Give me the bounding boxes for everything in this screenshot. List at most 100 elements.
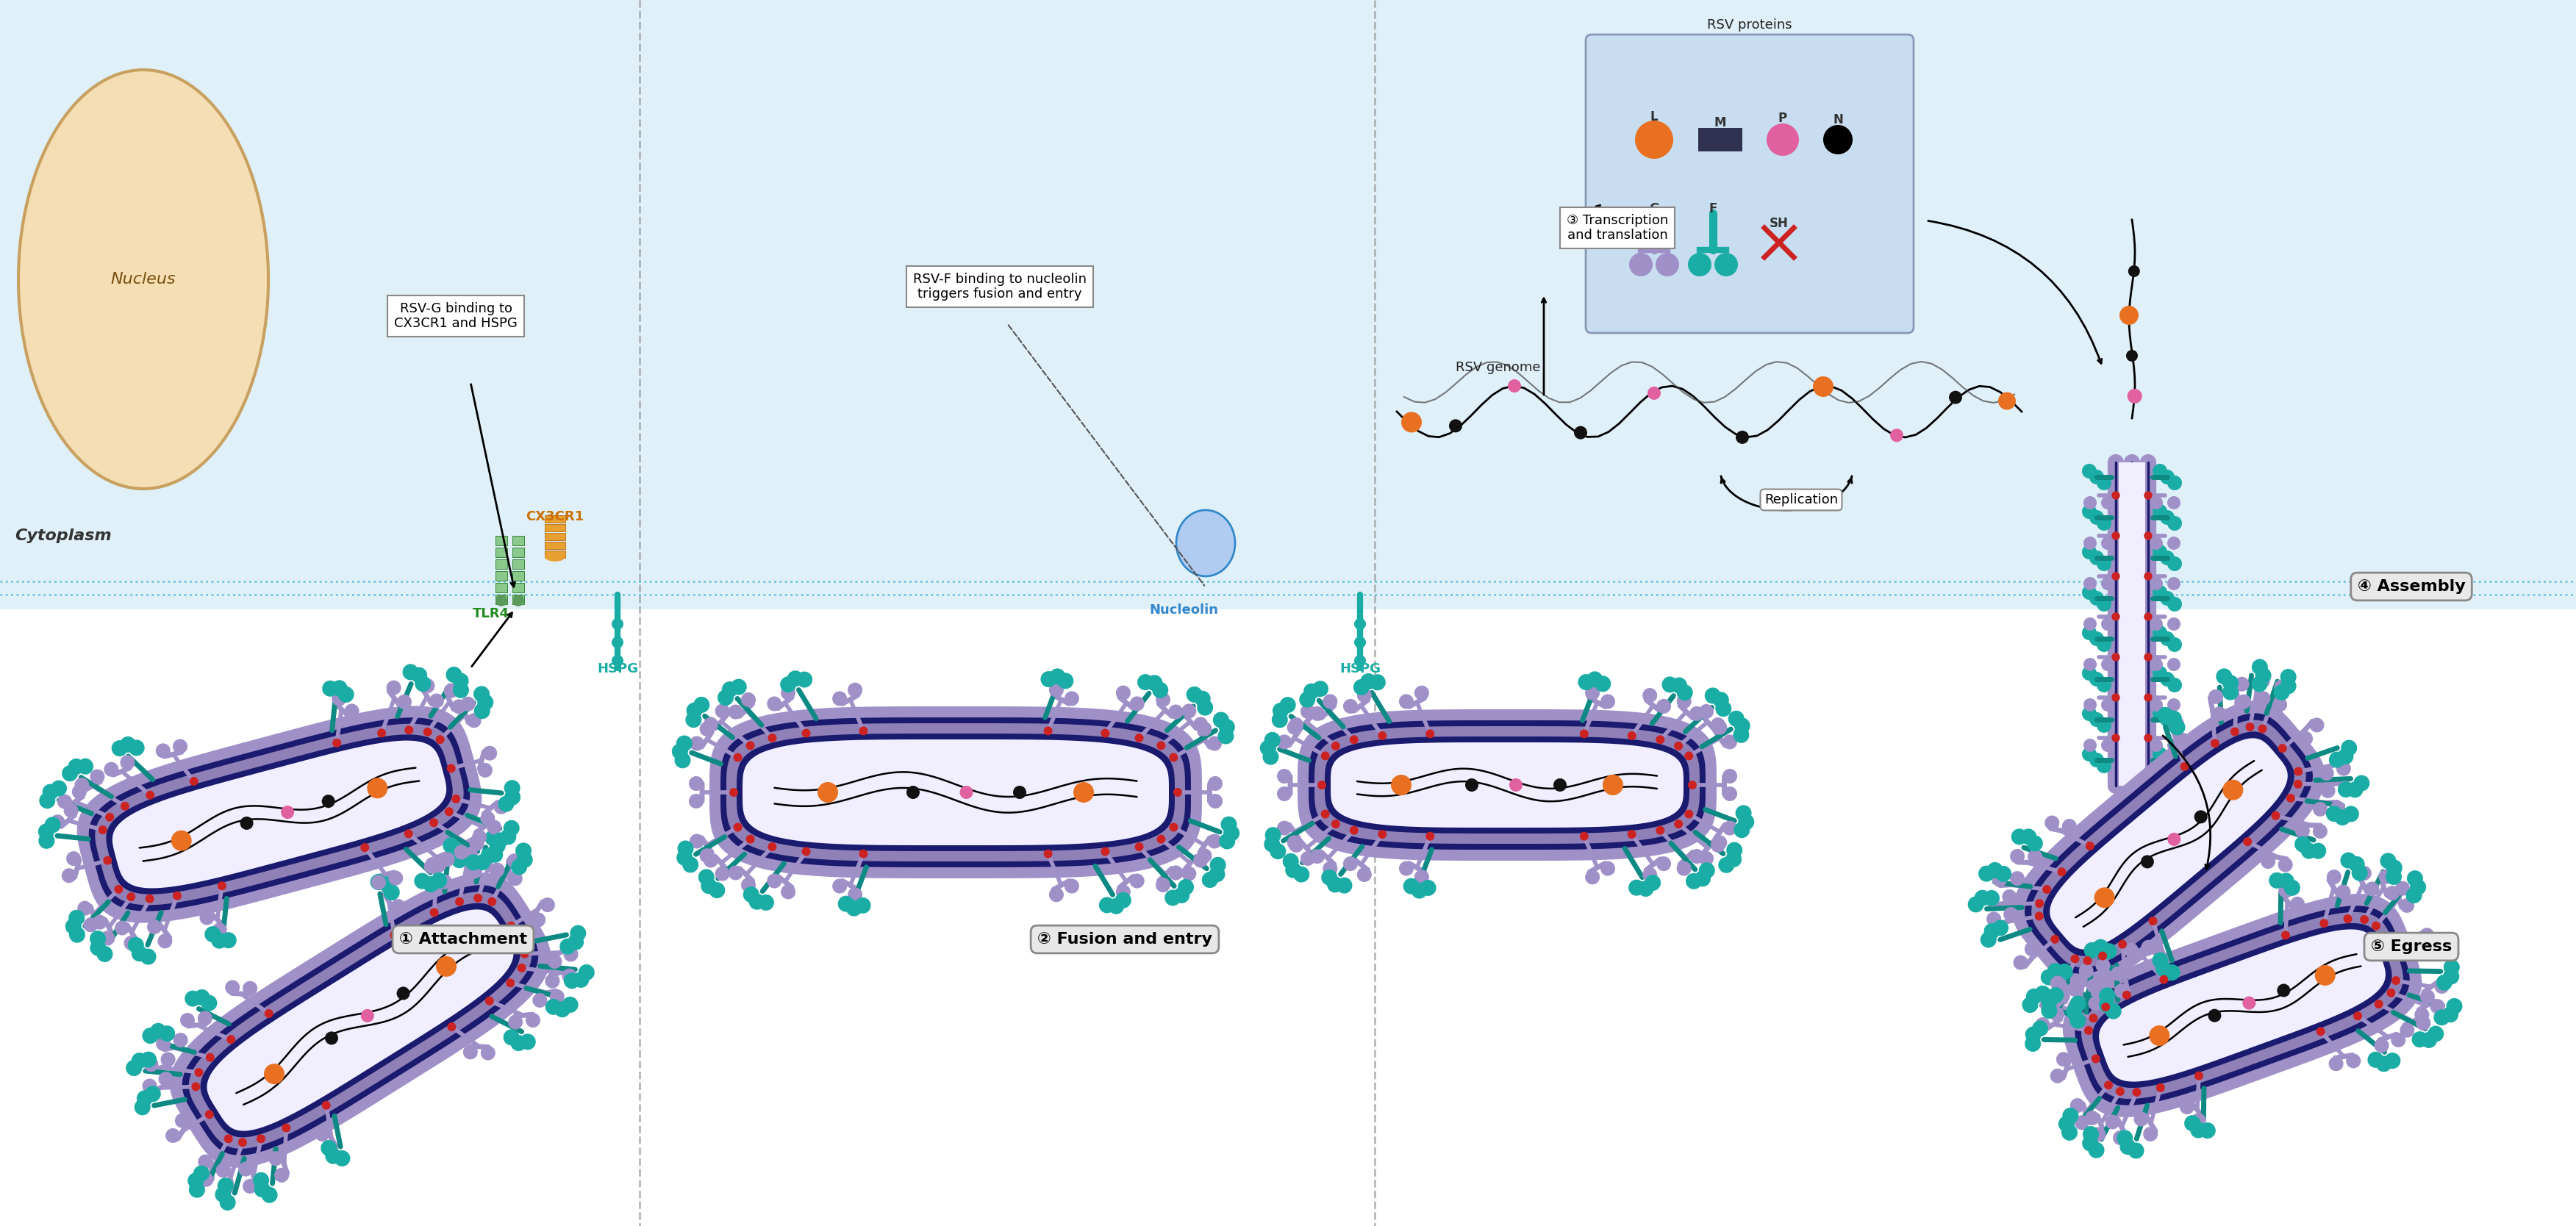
Circle shape [2097,638,2112,652]
Circle shape [1358,867,1370,881]
Circle shape [2326,805,2342,821]
Circle shape [1193,853,1208,868]
Circle shape [415,873,430,889]
Circle shape [1048,888,1064,902]
Text: M: M [1713,116,1726,130]
Circle shape [1656,699,1672,714]
Circle shape [701,848,714,863]
Circle shape [453,682,469,699]
Circle shape [2084,577,2097,590]
Circle shape [1656,736,1664,744]
Circle shape [1628,830,1636,839]
Circle shape [443,683,459,698]
Circle shape [2159,510,2174,525]
Circle shape [2280,678,2295,694]
Circle shape [2244,997,2257,1009]
Circle shape [2063,1107,2079,1124]
Circle shape [2097,597,2112,612]
Circle shape [2354,775,2370,791]
Circle shape [1136,842,1144,851]
Circle shape [1713,835,1726,850]
Circle shape [75,777,90,792]
Circle shape [379,877,394,893]
Polygon shape [2032,720,2306,967]
Circle shape [438,874,451,889]
Circle shape [732,679,747,695]
Circle shape [520,949,528,959]
Polygon shape [742,739,1170,845]
Circle shape [1074,782,1095,803]
Circle shape [2079,964,2094,978]
Circle shape [505,790,520,805]
Circle shape [430,818,438,828]
Circle shape [435,736,446,744]
Circle shape [2169,716,2184,731]
Circle shape [1218,728,1234,744]
Circle shape [1115,893,1131,908]
Circle shape [2089,510,2105,525]
Circle shape [734,753,742,761]
Circle shape [160,1052,175,1067]
Circle shape [62,765,77,781]
Circle shape [2200,1123,2215,1139]
Circle shape [2035,986,2050,1002]
Circle shape [2027,835,2043,851]
Circle shape [466,714,482,728]
Circle shape [170,830,191,851]
Circle shape [2081,544,2097,559]
Polygon shape [2081,912,2403,1098]
Circle shape [832,879,848,894]
Circle shape [801,847,811,856]
Circle shape [2184,1116,2200,1132]
Circle shape [322,1101,330,1110]
Circle shape [175,1113,191,1128]
Circle shape [562,969,577,983]
Circle shape [2215,668,2233,684]
Circle shape [520,1034,536,1049]
Circle shape [2148,739,2164,752]
Circle shape [2084,943,2099,959]
Circle shape [1182,867,1195,881]
Circle shape [2069,996,2087,1011]
Circle shape [688,793,703,808]
Bar [544,533,564,541]
Circle shape [67,759,85,775]
Circle shape [1115,884,1131,899]
Circle shape [2367,1052,2383,1068]
Polygon shape [1324,737,1690,834]
Circle shape [2223,676,2239,691]
Circle shape [446,667,461,683]
Circle shape [2411,1031,2429,1047]
Circle shape [1280,696,1296,714]
Circle shape [1824,125,1852,154]
Bar [513,571,523,581]
Circle shape [121,755,134,770]
Polygon shape [106,734,453,894]
Circle shape [1358,688,1370,702]
Circle shape [2097,759,2112,774]
Circle shape [2445,959,2460,976]
Circle shape [1043,850,1054,858]
Circle shape [2154,463,2166,478]
Circle shape [2298,731,2313,745]
Circle shape [2275,679,2290,694]
Circle shape [337,687,353,702]
Circle shape [1355,636,1365,649]
Circle shape [2081,1135,2099,1151]
Circle shape [2120,1139,2136,1155]
Circle shape [1996,866,2012,881]
Circle shape [2102,1003,2110,1011]
Circle shape [781,884,796,899]
Circle shape [227,1035,234,1043]
Circle shape [222,932,237,949]
Circle shape [2071,954,2079,964]
Bar [495,595,507,604]
Circle shape [2102,943,2117,959]
Circle shape [719,689,734,706]
Circle shape [2053,981,2069,996]
Circle shape [1579,674,1595,690]
Circle shape [155,743,170,758]
Circle shape [703,853,719,868]
Circle shape [2050,934,2058,944]
Circle shape [1321,861,1337,875]
